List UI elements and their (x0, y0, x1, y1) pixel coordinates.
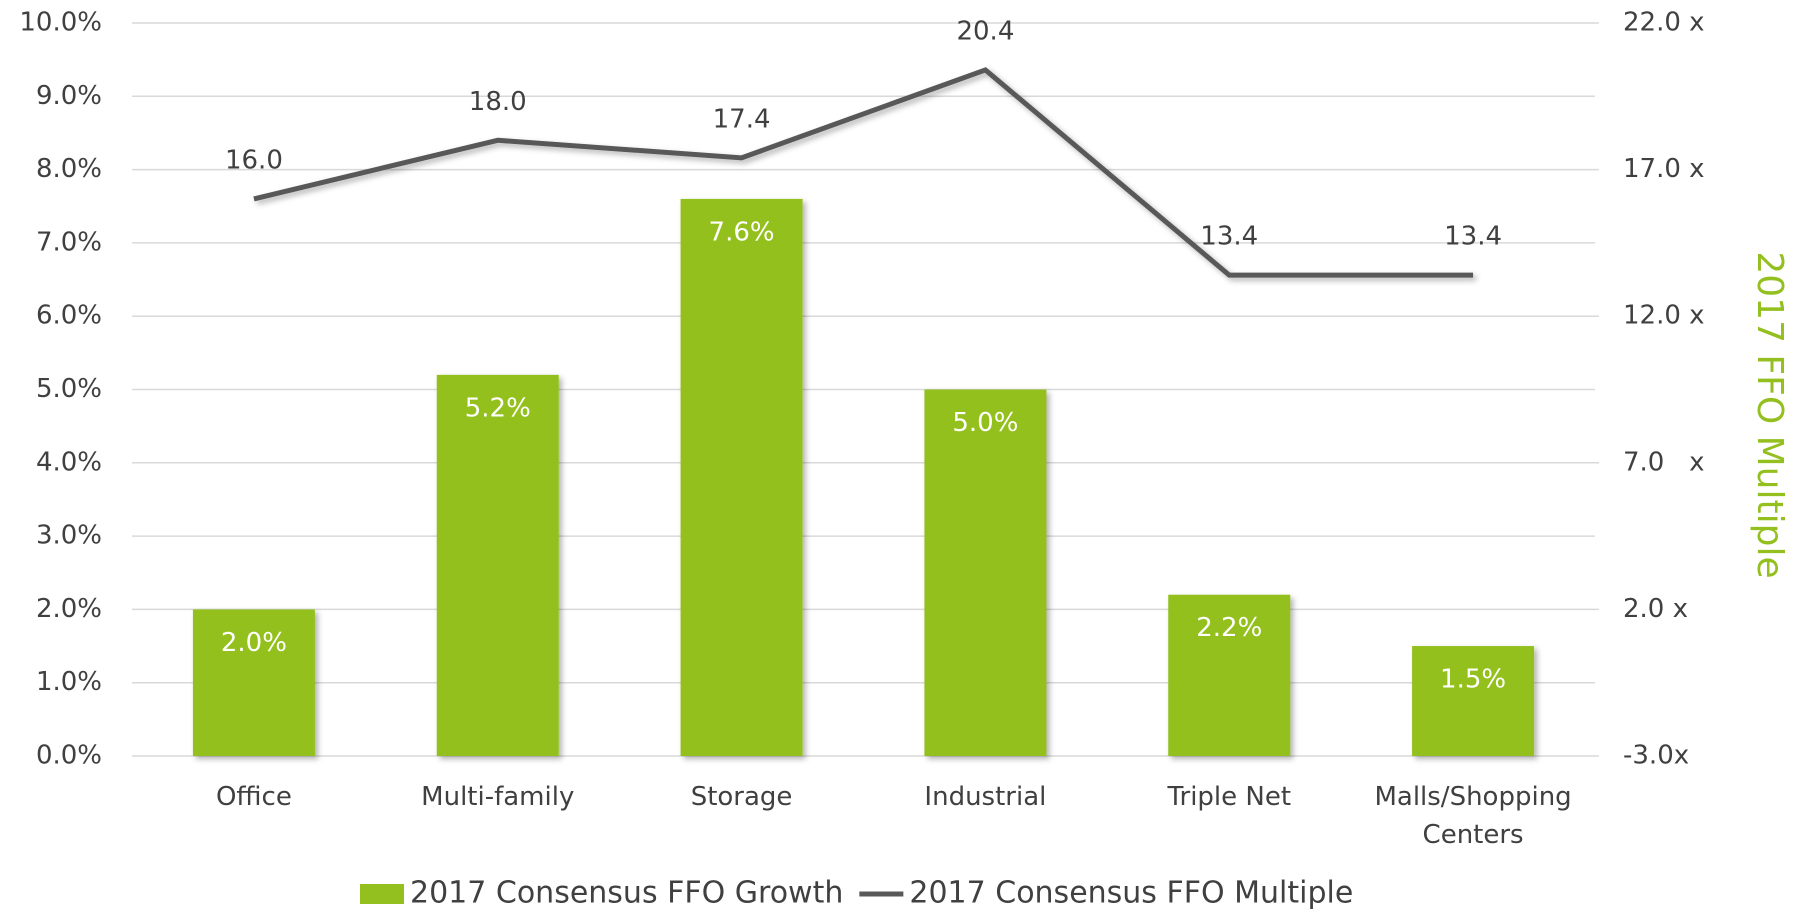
y2-tick-label: -3.0x (1623, 741, 1689, 771)
y-tick-label: 3.0% (36, 521, 102, 551)
x-tick-label: Multi-family (421, 782, 575, 812)
bar (192, 609, 315, 756)
y2-tick-label: 7.0 x (1623, 447, 1705, 477)
y-tick-label: 8.0% (36, 154, 102, 184)
bar (1168, 594, 1291, 756)
y2-tick-label: 12.0 x (1623, 301, 1705, 331)
data-label: 5.0% (952, 408, 1018, 438)
y-tick-label: 1.0% (36, 667, 102, 697)
legend-item: 2017 Consensus FFO Multiple (859, 876, 1353, 911)
y-tick-label: 6.0% (36, 301, 102, 331)
data-label: 5.2% (465, 393, 531, 423)
y-tick-label: 4.0% (36, 447, 102, 477)
bar (680, 198, 803, 757)
y-tick-label: 0.0% (36, 741, 102, 771)
x-tick-label: Industrial (924, 782, 1047, 812)
y2-tick-label: 2.0 x (1623, 594, 1688, 624)
legend-swatch (360, 884, 404, 904)
line (253, 67, 1474, 278)
bar (1412, 646, 1535, 756)
x-tick-label: Storage (690, 782, 793, 812)
bar (924, 389, 1047, 756)
x-tick-label: Office (215, 782, 292, 812)
y2-axis-title: 2017 FFO Multiple (1749, 251, 1790, 578)
data-label: 13.4 (1444, 222, 1502, 252)
data-label: 2.2% (1196, 613, 1262, 643)
y2-tick-label: 22.0 x (1623, 8, 1705, 38)
legend-item: 2017 Consensus FFO Growth (360, 876, 843, 911)
data-label: 17.4 (713, 104, 771, 134)
x-tick-label: Triple Net (1167, 782, 1292, 812)
data-label: 20.4 (956, 16, 1014, 46)
data-label: 1.5% (1440, 665, 1506, 695)
data-label: 18.0 (469, 87, 527, 117)
legend-label: 2017 Consensus FFO Growth (410, 876, 843, 911)
x-tick-label: Malls/Shopping Centers (1374, 782, 1572, 850)
data-label: 2.0% (221, 628, 287, 658)
data-label: 16.0 (225, 145, 283, 175)
legend-label: 2017 Consensus FFO Multiple (909, 876, 1353, 911)
y-tick-label: 5.0% (36, 374, 102, 404)
y-tick-label: 9.0% (36, 81, 102, 111)
data-label: 13.4 (1200, 222, 1258, 252)
y-tick-label: 2.0% (36, 594, 102, 624)
data-label: 7.6% (709, 217, 775, 247)
y2-tick-label: 17.0 x (1623, 154, 1705, 184)
y-tick-label: 10.0% (19, 8, 102, 38)
bar (436, 374, 559, 756)
y-tick-label: 7.0% (36, 227, 102, 257)
